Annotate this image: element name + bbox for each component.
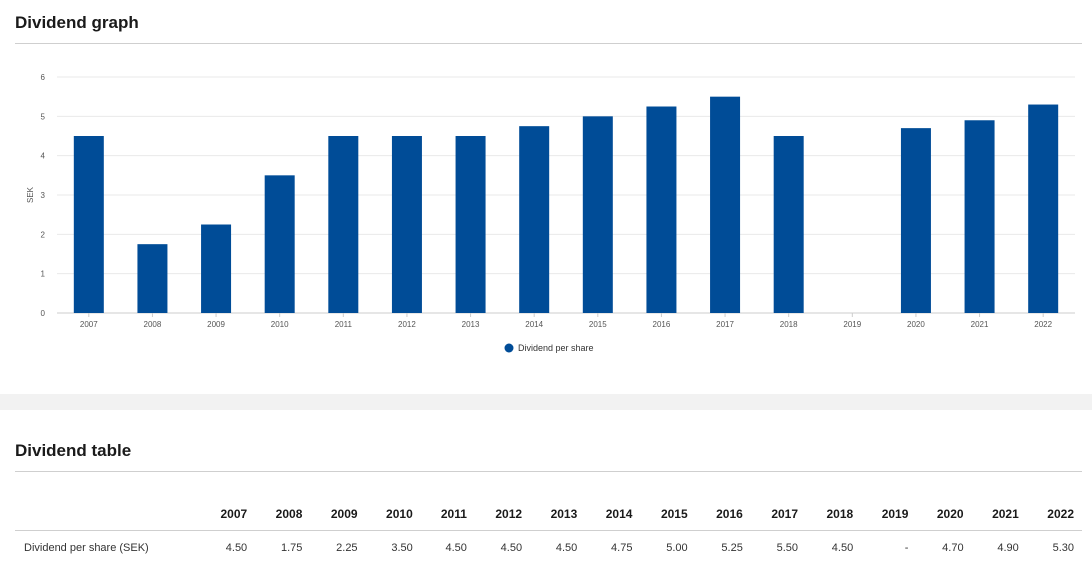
x-tick-label: 2016 <box>653 320 671 329</box>
bar-2022[interactable] <box>1028 104 1059 314</box>
table-header-year: 2014 <box>585 498 641 531</box>
table-row: Dividend per share (SEK) 4.50 1.75 2.25 3.50… <box>15 530 1082 566</box>
table-header-year: 2020 <box>916 498 972 531</box>
graph-divider <box>15 43 1082 44</box>
table-header-year: 2012 <box>474 498 531 531</box>
bar-2007[interactable] <box>73 136 104 313</box>
table-cell-value: - <box>904 542 909 555</box>
bar-2013[interactable] <box>455 136 486 313</box>
x-tick-label: 2019 <box>843 320 861 329</box>
x-tick-label: 2015 <box>589 320 607 329</box>
table-row-label: Dividend per share (SEK) <box>24 542 149 555</box>
x-tick-label: 2008 <box>144 320 162 329</box>
table-header-year: 2007 <box>200 498 256 531</box>
bar-2014[interactable] <box>519 126 550 314</box>
table-cell-value: 4.50 <box>225 542 248 555</box>
table-header-blank <box>15 498 200 531</box>
table-header-year: 2019 <box>861 498 917 531</box>
table-cell-value: 4.50 <box>831 542 854 555</box>
bar-2010[interactable] <box>264 175 295 313</box>
x-tick-label: 2013 <box>462 320 480 329</box>
table-cell-value: 5.00 <box>666 542 688 555</box>
y-tick-label: 0 <box>41 309 46 318</box>
legend-marker[interactable] <box>504 343 514 353</box>
table-cell-value: 5.50 <box>776 542 799 555</box>
table-header-year: 2017 <box>750 498 807 531</box>
table-cell-value: 5.30 <box>1052 542 1074 555</box>
y-tick-label: 4 <box>41 152 46 161</box>
table-header-year: 2010 <box>365 498 421 531</box>
table-cell-value: 2.25 <box>336 542 358 555</box>
bar-2012[interactable] <box>391 136 422 313</box>
y-tick-label: 3 <box>41 191 46 200</box>
x-tick-label: 2018 <box>780 320 798 329</box>
table-cell-value: 1.75 <box>280 542 303 555</box>
table-title: Dividend table <box>15 441 132 460</box>
x-tick-label: 2021 <box>971 320 989 329</box>
table-header-year: 2011 <box>420 498 475 531</box>
y-axis-label: SEK <box>26 186 35 203</box>
y-tick-label: 2 <box>41 230 46 239</box>
bar-2011[interactable] <box>328 136 359 313</box>
graph-title: Dividend graph <box>15 13 139 32</box>
dividend-graph-panel: Dividend graph 0 1 2 3 4 5 6 SEK 2007 2008 2009 201… <box>15 13 1082 353</box>
table-cell-value: 4.90 <box>997 542 1019 555</box>
bar-2016[interactable] <box>646 106 677 314</box>
bar-2018[interactable] <box>773 136 804 313</box>
section-gap <box>0 394 1092 410</box>
table-cell-value: 4.75 <box>611 542 633 555</box>
bar-2008[interactable] <box>137 244 168 313</box>
x-tick-label: 2012 <box>398 320 416 329</box>
table-divider <box>15 471 1082 472</box>
x-tick-label: 2020 <box>907 320 925 329</box>
table-cell-value: 5.25 <box>721 542 743 555</box>
x-tick-label: 2011 <box>335 320 353 329</box>
bar-2020[interactable] <box>900 128 931 313</box>
bar-2015[interactable] <box>582 116 613 313</box>
table-header-year: 2016 <box>695 498 751 531</box>
x-tick-label: 2010 <box>271 320 289 329</box>
table-header-year: 2018 <box>806 498 862 531</box>
table-cell-value: 3.50 <box>391 542 413 555</box>
table-header-year: 2022 <box>1026 498 1082 531</box>
table-header-year: 2021 <box>971 498 1027 531</box>
dividend-table: 2007 2008 2009 2010 2011 2012 2013 2014 2015 2016… <box>15 498 1082 566</box>
bar-2021[interactable] <box>964 120 995 313</box>
y-tick-label: 5 <box>41 112 46 121</box>
x-tick-label: 2009 <box>207 320 225 329</box>
table-cell-value: 4.50 <box>500 542 523 555</box>
legend-label[interactable]: Dividend per share <box>518 343 594 353</box>
bar-2009[interactable] <box>201 224 232 314</box>
table-header-year: 2008 <box>255 498 311 531</box>
table-header-row: 2007 2008 2009 2010 2011 2012 2013 2014 2015 2016… <box>15 498 1082 531</box>
table-cell-value: 4.70 <box>942 542 964 555</box>
bar-2017[interactable] <box>710 96 741 313</box>
table-header-year: 2013 <box>530 498 586 531</box>
x-tick-label: 2022 <box>1034 320 1052 329</box>
y-tick-label: 1 <box>41 270 46 279</box>
x-tick-label: 2017 <box>716 320 734 329</box>
x-tick-label: 2007 <box>80 320 98 329</box>
dividend-bar-chart: 0 1 2 3 4 5 6 SEK 2007 2008 2009 2010 2011 2012 2013 20… <box>26 73 1075 353</box>
table-header-year: 2015 <box>640 498 696 531</box>
table-header-year: 2009 <box>310 498 366 531</box>
dividend-table-panel: Dividend table 2007 2008 2009 2010 2011 2012 2… <box>0 410 1092 583</box>
y-tick-label: 6 <box>41 73 46 82</box>
table-cell-value: 4.50 <box>445 542 467 555</box>
table-cell-value: 4.50 <box>555 542 578 555</box>
x-tick-label: 2014 <box>525 320 543 329</box>
